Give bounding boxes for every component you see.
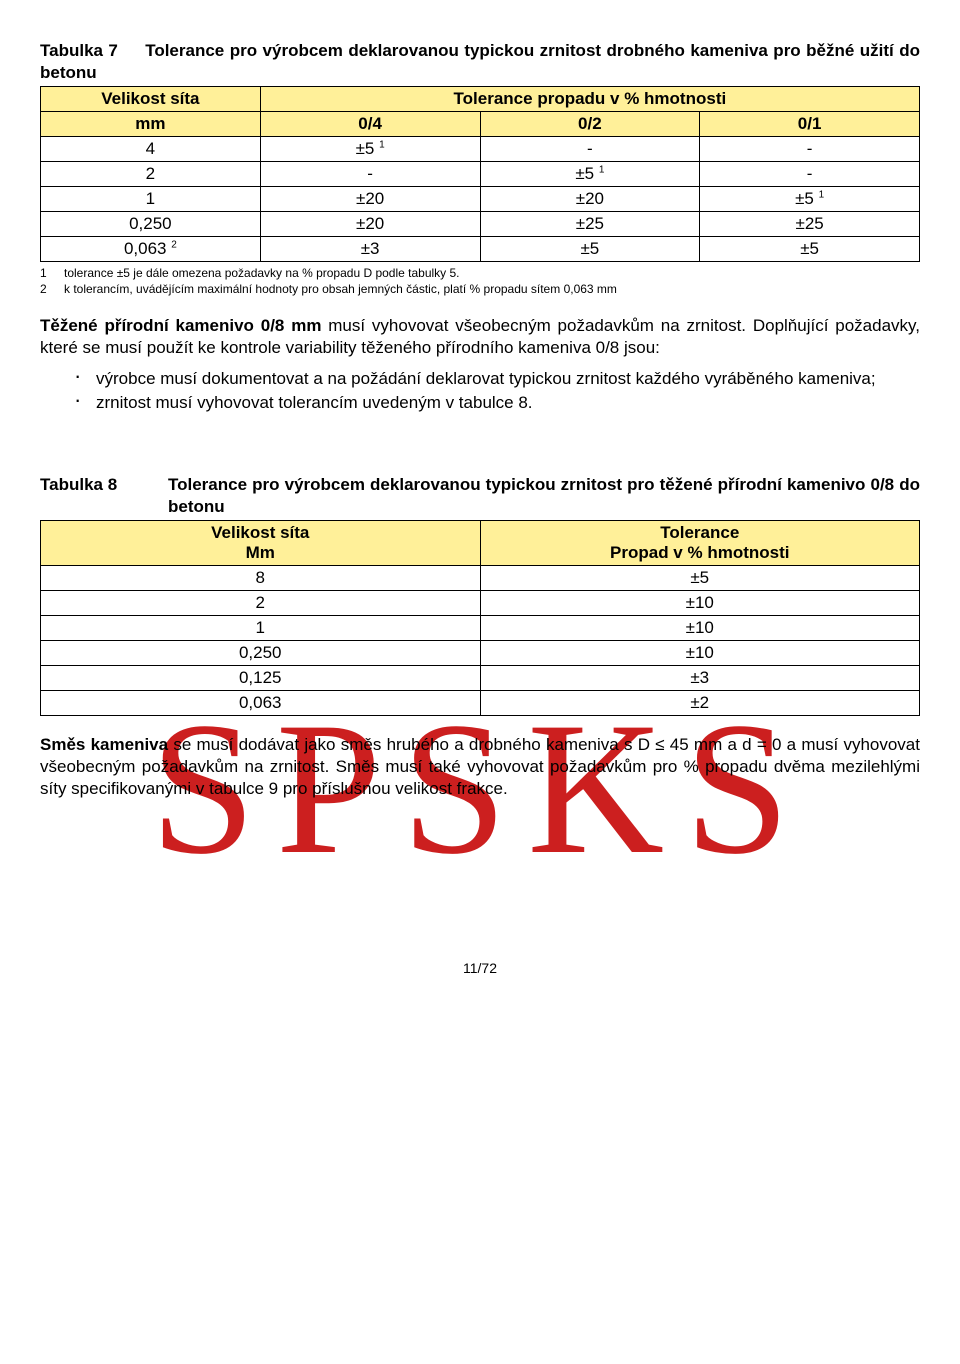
t7-cell: ±5 <box>700 237 920 262</box>
para1-bold: Těžené přírodní kamenivo 0/8 mm <box>40 316 321 335</box>
t8-cell: 2 <box>41 590 481 615</box>
list-item: zrnitost musí vyhovovat tolerancím uvede… <box>96 392 920 414</box>
t7-cell: ±20 <box>260 187 480 212</box>
t7-head-sieve: Velikost síta <box>41 87 261 112</box>
t7-head-tolerance: Tolerance propadu v % hmotnosti <box>260 87 919 112</box>
t7-head-02: 0/2 <box>480 112 700 137</box>
footnote-text: k tolerancím, uvádějícím maximální hodno… <box>64 282 617 298</box>
t8-cell: 1 <box>41 615 481 640</box>
t7-cell: 2 <box>41 162 261 187</box>
t7-cell: ±20 <box>260 212 480 237</box>
t8-head-tol: TolerancePropad v % hmotnosti <box>480 520 920 565</box>
table8-label: Tabulka 8 <box>40 474 168 518</box>
table-row: 4 ±5 1 - - <box>41 137 920 162</box>
footnote-num: 2 <box>40 282 64 298</box>
t7-cell: ±5 <box>480 237 700 262</box>
table-row: 1 ±20 ±20 ±5 1 <box>41 187 920 212</box>
list-item: výrobce musí dokumentovat a na požádání … <box>96 368 920 390</box>
t8-cell: 8 <box>41 565 481 590</box>
t7-cell: ±3 <box>260 237 480 262</box>
table7: Velikost síta Tolerance propadu v % hmot… <box>40 86 920 262</box>
table8-caption-text: Tolerance pro výrobcem deklarovanou typi… <box>168 474 920 518</box>
t7-head-mm: mm <box>41 112 261 137</box>
table7-footnotes: 1 tolerance ±5 je dále omezena požadavky… <box>40 266 920 297</box>
t7-cell: ±25 <box>480 212 700 237</box>
t7-cell: ±5 1 <box>480 162 700 187</box>
table7-caption: Tabulka 7 Tolerance pro výrobcem deklaro… <box>40 40 920 84</box>
t8-cell: 0,125 <box>41 665 481 690</box>
table7-label: Tabulka 7 <box>40 41 118 60</box>
t7-cell: - <box>480 137 700 162</box>
table-row: 2 ±10 <box>41 590 920 615</box>
t8-cell: ±10 <box>480 615 920 640</box>
bullet-list: výrobce musí dokumentovat a na požádání … <box>40 368 920 414</box>
table-row: 0,250 ±20 ±25 ±25 <box>41 212 920 237</box>
t8-head-sieve: Velikost sítaMm <box>41 520 481 565</box>
t7-cell: 1 <box>41 187 261 212</box>
table7-caption-text: Tolerance pro výrobcem deklarovanou typi… <box>40 41 920 82</box>
t8-cell: 0,063 <box>41 690 481 715</box>
footnote-text: tolerance ±5 je dále omezena požadavky n… <box>64 266 460 282</box>
t7-cell: 0,250 <box>41 212 261 237</box>
t7-head-04: 0/4 <box>260 112 480 137</box>
page-content: Tabulka 7 Tolerance pro výrobcem deklaro… <box>40 40 920 976</box>
footnote-num: 1 <box>40 266 64 282</box>
t8-cell: ±5 <box>480 565 920 590</box>
table8-caption: Tabulka 8 Tolerance pro výrobcem deklaro… <box>40 474 920 518</box>
t7-cell: ±5 1 <box>260 137 480 162</box>
t7-cell: 0,063 2 <box>41 237 261 262</box>
paragraph-2: Směs kameniva se musí dodávat jako směs … <box>40 734 920 800</box>
table-row: 0,250 ±10 <box>41 640 920 665</box>
paragraph-1: Těžené přírodní kamenivo 0/8 mm musí vyh… <box>40 315 920 359</box>
t8-cell: ±10 <box>480 590 920 615</box>
t7-cell: 4 <box>41 137 261 162</box>
t8-cell: ±2 <box>480 690 920 715</box>
t8-cell: ±3 <box>480 665 920 690</box>
table8: Velikost sítaMm TolerancePropad v % hmot… <box>40 520 920 716</box>
table-row: 0,125 ±3 <box>41 665 920 690</box>
t7-head-01: 0/1 <box>700 112 920 137</box>
t7-cell: - <box>700 162 920 187</box>
para2-text: se musí dodávat jako směs hrubého a drob… <box>40 735 920 798</box>
t8-cell: ±10 <box>480 640 920 665</box>
t7-cell: ±25 <box>700 212 920 237</box>
table-row: 0,063 2 ±3 ±5 ±5 <box>41 237 920 262</box>
t7-cell: ±20 <box>480 187 700 212</box>
table-row: 0,063 ±2 <box>41 690 920 715</box>
table-row: 1 ±10 <box>41 615 920 640</box>
t7-cell: - <box>260 162 480 187</box>
t8-cell: 0,250 <box>41 640 481 665</box>
table-row: 2 - ±5 1 - <box>41 162 920 187</box>
t7-cell: - <box>700 137 920 162</box>
page-number: 11/72 <box>40 960 920 976</box>
t7-cell: ±5 1 <box>700 187 920 212</box>
para2-bold: Směs kameniva <box>40 735 168 754</box>
table-row: 8 ±5 <box>41 565 920 590</box>
